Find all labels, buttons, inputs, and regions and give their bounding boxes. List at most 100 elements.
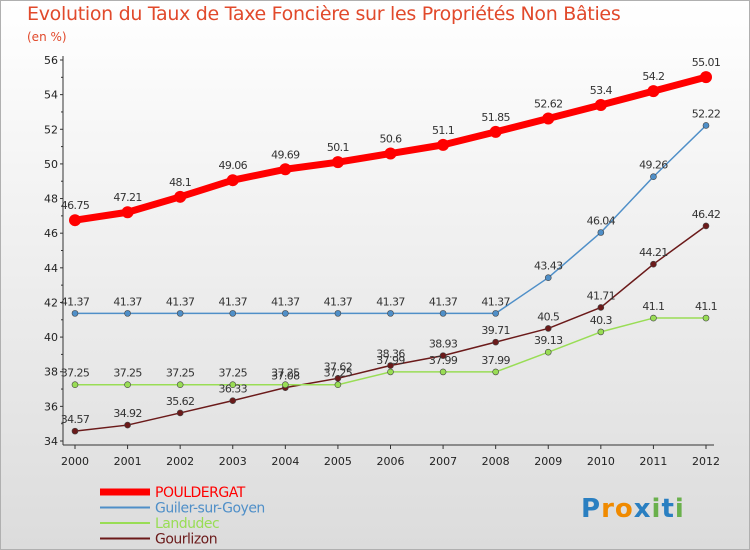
data-point	[69, 214, 81, 227]
y-tick-label: 54	[44, 89, 58, 102]
data-label: 37.25	[271, 367, 300, 380]
data-point	[124, 381, 131, 389]
data-point	[544, 274, 552, 281]
data-point	[174, 190, 187, 203]
data-label: 38.36	[376, 347, 405, 360]
y-tick-label: 50	[44, 158, 58, 171]
data-label: 37.99	[429, 354, 458, 367]
data-label: 50.1	[327, 141, 349, 154]
axes: 34 36 38 40 42 44 46 48 50 52 54 56 2000 2001 2002 2003…	[44, 54, 720, 468]
y-tick-label: 44	[44, 262, 58, 275]
data-point	[121, 206, 134, 219]
data-label: 51.85	[481, 111, 510, 124]
data-label: 41.1	[642, 300, 664, 313]
data-label: 53.4	[590, 84, 613, 97]
data-label: 52.22	[692, 107, 721, 120]
data-label: 34.57	[61, 413, 90, 426]
brand-letter: r	[601, 494, 615, 524]
data-label: 34.92	[113, 407, 142, 420]
brand-text: Proxiti	[581, 494, 685, 524]
data-point	[331, 156, 344, 169]
data-label: 40.5	[537, 310, 560, 323]
data-label: 40.3	[590, 314, 613, 327]
data-label: 41.37	[271, 295, 300, 308]
y-tick-label: 42	[44, 296, 58, 309]
legend-label: POULDERGAT	[155, 485, 246, 501]
legend: POULDERGATGuiler-sur-GoyenLandudecGourli…	[100, 485, 265, 548]
data-label: 41.37	[481, 295, 510, 308]
data-label: 48.1	[169, 176, 191, 189]
data-point	[439, 368, 447, 376]
data-point	[544, 348, 552, 356]
data-point	[700, 71, 712, 84]
data-label: 49.69	[271, 148, 300, 161]
y-tick-label: 52	[44, 123, 58, 136]
legend-label: Gourlizon	[155, 532, 217, 548]
data-label: 41.37	[324, 295, 353, 308]
data-point	[387, 310, 394, 317]
data-label: 46.75	[61, 199, 90, 212]
data-point	[124, 421, 131, 429]
series-lines	[69, 71, 712, 435]
data-point	[229, 310, 237, 317]
data-label: 51.1	[432, 124, 454, 137]
legend-label: Guiler-sur-Goyen	[155, 501, 265, 517]
data-label: 43.43	[534, 260, 563, 273]
data-point	[124, 310, 131, 317]
data-label: 41.1	[695, 300, 717, 313]
y-tick-label: 34	[44, 435, 58, 448]
data-label: 37.25	[113, 367, 142, 380]
data-point	[439, 310, 447, 317]
data-label: 46.42	[692, 208, 721, 221]
data-point	[439, 352, 447, 359]
x-tick-label: 2005	[324, 455, 352, 468]
data-point	[176, 381, 184, 389]
data-point	[229, 397, 237, 404]
data-label: 50.6	[379, 133, 402, 146]
data-point	[387, 362, 394, 369]
data-point	[71, 310, 79, 317]
data-label: 37.25	[219, 367, 248, 380]
brand-letter: x	[634, 494, 652, 524]
data-label: 44.21	[639, 246, 668, 259]
data-point	[279, 163, 292, 176]
data-label: 52.62	[534, 98, 563, 111]
data-point	[597, 229, 605, 236]
data-label: 38.93	[429, 338, 458, 351]
data-point	[437, 138, 450, 151]
data-point	[702, 122, 710, 129]
data-point	[492, 368, 499, 376]
data-label: 37.25	[61, 367, 90, 380]
data-point	[229, 381, 237, 389]
data-point	[650, 173, 657, 181]
x-tick-label: 2008	[482, 455, 510, 468]
data-label: 35.62	[166, 395, 195, 408]
y-tick-label: 38	[44, 366, 58, 379]
y-tick-label: 36	[44, 400, 58, 413]
x-tick-label: 2004	[271, 455, 299, 468]
data-point	[542, 112, 555, 125]
data-label: 39.13	[534, 334, 563, 347]
x-tick-label: 2001	[114, 455, 142, 468]
data-point	[650, 314, 657, 322]
data-label: 55.01	[692, 56, 721, 69]
y-tick-label: 56	[44, 54, 58, 67]
data-point	[71, 427, 79, 435]
data-point	[226, 174, 239, 187]
data-point	[492, 310, 499, 317]
legend-label: Landudec	[155, 516, 219, 532]
y-tick-label: 40	[44, 331, 58, 344]
data-point	[71, 381, 79, 389]
data-point	[597, 328, 605, 336]
unit-label: (en %)	[27, 30, 67, 44]
proxiti-logo: Proxiti	[581, 494, 685, 524]
chart-title: Evolution du Taux de Taxe Foncière sur l…	[27, 3, 621, 25]
x-tick-label: 2002	[166, 455, 194, 468]
data-label: 37.25	[324, 367, 353, 380]
data-point	[282, 310, 289, 317]
brand-letter: o	[615, 494, 634, 524]
data-label: 41.37	[166, 295, 195, 308]
data-label: 37.99	[376, 354, 405, 367]
data-point	[176, 310, 184, 317]
x-tick-label: 2012	[692, 455, 720, 468]
